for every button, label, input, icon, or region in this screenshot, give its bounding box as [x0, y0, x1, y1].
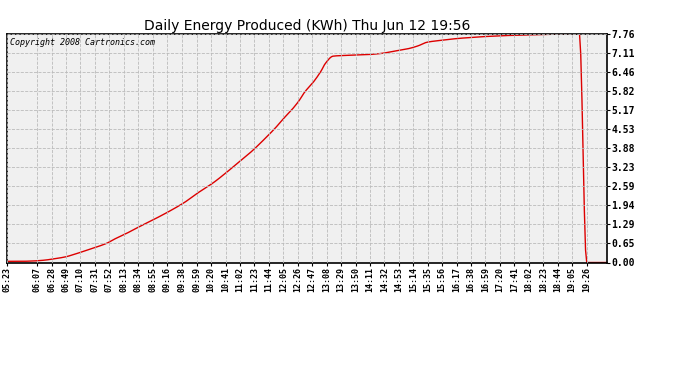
Text: Copyright 2008 Cartronics.com: Copyright 2008 Cartronics.com: [10, 38, 155, 47]
Title: Daily Energy Produced (KWh) Thu Jun 12 19:56: Daily Energy Produced (KWh) Thu Jun 12 1…: [144, 19, 471, 33]
